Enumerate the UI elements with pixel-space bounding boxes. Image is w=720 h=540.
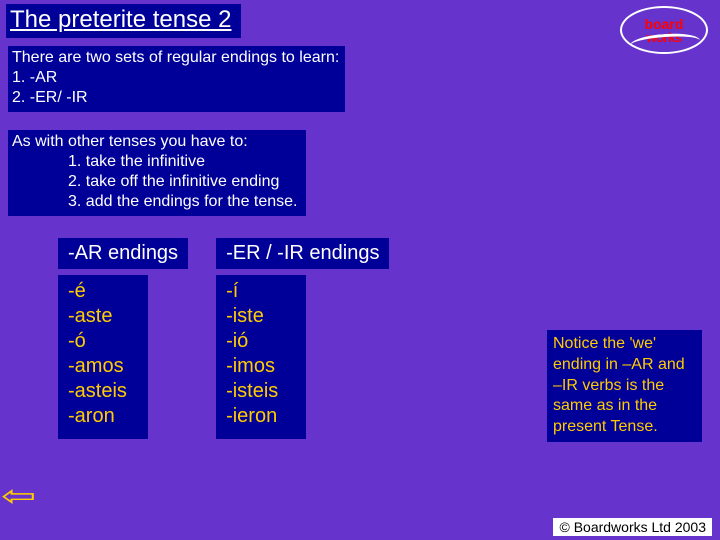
erir-row: -í xyxy=(226,279,296,304)
intro-line-1: There are two sets of regular endings to… xyxy=(12,48,339,68)
erir-row: -ió xyxy=(226,329,296,354)
erir-column: -ER / -IR endings -í -iste -ió -imos -is… xyxy=(216,238,389,439)
erir-column-body: -í -iste -ió -imos -isteis -ieron xyxy=(216,275,306,439)
intro-line-2: 1. -AR xyxy=(12,68,339,88)
ar-row: -aste xyxy=(68,304,138,329)
ar-column: -AR endings -é -aste -ó -amos -asteis -a… xyxy=(58,238,188,439)
erir-row: -iste xyxy=(226,304,296,329)
instructions-step-3: 3. add the endings for the tense. xyxy=(68,192,298,212)
ar-column-body: -é -aste -ó -amos -asteis -aron xyxy=(58,275,148,439)
erir-row: -isteis xyxy=(226,379,296,404)
ar-row: -ó xyxy=(68,329,138,354)
page-title: The preterite tense 2 xyxy=(6,4,241,38)
ar-row: -asteis xyxy=(68,379,138,404)
ar-row: -amos xyxy=(68,354,138,379)
ar-row: -é xyxy=(68,279,138,304)
note-box: Notice the 'we' ending in –AR and –IR ve… xyxy=(547,330,702,442)
copyright-label: © Boardworks Ltd 2003 xyxy=(553,518,712,536)
ar-column-header: -AR endings xyxy=(58,238,188,269)
instructions-step-2: 2. take off the infinitive ending xyxy=(68,172,298,192)
intro-box: There are two sets of regular endings to… xyxy=(8,46,345,112)
erir-row: -ieron xyxy=(226,404,296,429)
ar-row: -aron xyxy=(68,404,138,429)
logo-text-line1: board xyxy=(645,17,684,31)
back-arrow-icon[interactable]: ⇦ xyxy=(1,479,36,514)
instructions-box: As with other tenses you have to: 1. tak… xyxy=(8,130,306,216)
erir-row: -imos xyxy=(226,354,296,379)
logo-swoosh xyxy=(629,32,700,55)
intro-line-3: 2. -ER/ -IR xyxy=(12,88,339,108)
brand-logo: board works xyxy=(620,6,710,54)
erir-column-header: -ER / -IR endings xyxy=(216,238,389,269)
instructions-lead: As with other tenses you have to: xyxy=(12,132,298,152)
instructions-step-1: 1. take the infinitive xyxy=(68,152,298,172)
